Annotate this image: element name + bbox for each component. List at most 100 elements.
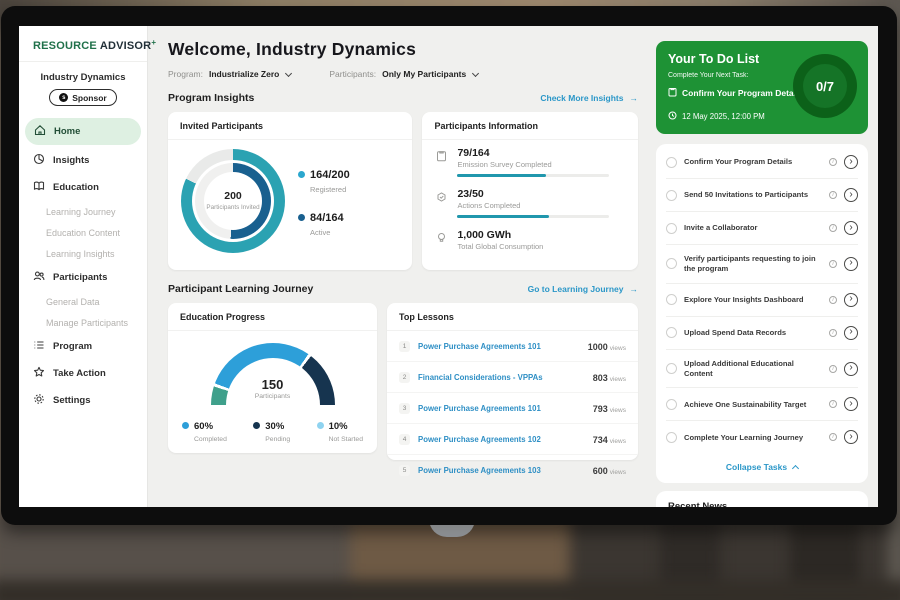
sponsor-badge: s Sponsor: [49, 89, 117, 106]
lesson-row: 4 Power Purchase Agreements 102 734 views: [387, 424, 638, 455]
info-icon[interactable]: i: [829, 433, 837, 442]
lesson-link[interactable]: Financial Considerations - VPPAs: [418, 372, 543, 382]
sidebar-item-participants[interactable]: Participants: [19, 264, 147, 291]
task-checkbox[interactable]: [666, 189, 677, 201]
legend-item-completed: 60% Completed: [182, 416, 227, 443]
info-icon[interactable]: i: [829, 364, 837, 373]
logo-plus: +: [151, 38, 157, 47]
take-action-icon: [33, 366, 45, 381]
task-row: Verify participants requesting to join t…: [666, 245, 858, 284]
sidebar-item-take-action[interactable]: Take Action: [19, 360, 147, 387]
task-chevron-button[interactable]: ›: [844, 361, 858, 376]
program-insights-title: Program Insights: [168, 92, 255, 104]
arrow-right-icon: →: [629, 284, 639, 294]
sidebar-item-insights[interactable]: Insights: [19, 147, 147, 174]
monitor-bezel: RESOURCE ADVISOR+ Industry Dynamics s Sp…: [1, 6, 897, 525]
sidebar-item-learning-journey[interactable]: Learning Journey: [46, 206, 116, 217]
sidebar-item-home[interactable]: Home: [25, 118, 141, 145]
education-progress-card: Education Progress 150 Participants 60% …: [168, 303, 377, 453]
info-icon[interactable]: i: [829, 158, 837, 166]
task-chevron-button[interactable]: ›: [844, 188, 858, 202]
sidebar-item-program[interactable]: Program: [19, 333, 147, 360]
task-chevron-button[interactable]: ›: [844, 430, 858, 445]
sidebar-item-label: Insights: [53, 155, 90, 166]
task-chevron-button[interactable]: ›: [844, 155, 858, 169]
lesson-link[interactable]: Power Purchase Agreements 102: [418, 434, 541, 444]
participants-filter-label: Participants:: [329, 69, 377, 79]
info-icon[interactable]: i: [829, 328, 837, 337]
progress-bar: [457, 174, 610, 177]
task-chevron-button[interactable]: ›: [844, 221, 858, 235]
lesson-rank: 1: [399, 340, 410, 352]
todo-next-task: Confirm Your Program Details: [682, 88, 804, 98]
recent-news-card: Recent News: [656, 491, 868, 507]
lesson-link[interactable]: Power Purchase Agreements 103: [418, 465, 541, 475]
info-icon[interactable]: i: [829, 191, 837, 199]
legend-item-registered: 164/200 Registered: [298, 165, 350, 194]
resource-advisor-logo: RESOURCE ADVISOR+: [19, 26, 156, 62]
sidebar-item-general-data[interactable]: General Data: [46, 296, 100, 307]
task-row: Complete Your Learning Journey i ›: [666, 421, 858, 453]
sidebar-item-education[interactable]: Education: [19, 174, 147, 201]
go-to-learning-journey-link[interactable]: Go to Learning Journey →: [527, 284, 639, 294]
lesson-row: 2 Financial Considerations - VPPAs 803 vi…: [387, 362, 638, 393]
participants-information-card: Participants Information 79/164 Emission…: [422, 112, 638, 270]
sidebar-item-manage-participants[interactable]: Manage Participants: [46, 317, 129, 328]
invited-participants-donut-chart: 200 Participants Invited: [181, 149, 285, 253]
legend-dot: [253, 422, 261, 429]
lesson-rank: 3: [399, 402, 410, 414]
task-row: Invite a Collaborator i ›: [666, 212, 858, 245]
task-chevron-button[interactable]: ›: [844, 292, 858, 307]
legend-dot: [298, 171, 305, 178]
check-more-insights-link[interactable]: Check More Insights →: [540, 93, 638, 103]
clipboard-icon: [668, 84, 677, 102]
task-chevron-button[interactable]: ›: [844, 325, 858, 340]
sidebar: RESOURCE ADVISOR+ Industry Dynamics s Sp…: [19, 26, 156, 507]
progress-bar: [457, 215, 610, 218]
task-checkbox[interactable]: [666, 327, 677, 339]
legend-item-active: 84/164 Active: [298, 208, 350, 237]
sponsor-icon: s: [59, 93, 69, 102]
task-row: Explore Your Insights Dashboard i ›: [666, 284, 858, 317]
sidebar-item-label: Education: [53, 182, 99, 193]
donut-center-label: Participants Invited: [206, 203, 260, 211]
arrow-right-icon: →: [629, 93, 639, 103]
info-icon[interactable]: i: [829, 224, 837, 232]
info-icon[interactable]: i: [829, 295, 837, 304]
top-lessons-card-title: Top Lessons: [387, 303, 638, 331]
lesson-row: 1 Power Purchase Agreements 101 1000 view…: [387, 331, 638, 362]
task-checkbox[interactable]: [666, 294, 677, 306]
logo-secondary: ADVISOR: [99, 40, 152, 52]
todo-subtitle: Complete Your Next Task:: [668, 72, 749, 79]
task-checkbox[interactable]: [666, 431, 677, 443]
insights-icon: [33, 153, 45, 168]
collapse-tasks-link[interactable]: Collapse Tasks: [666, 453, 858, 481]
task-row: Upload Spend Data Records i ›: [666, 317, 858, 350]
participants-filter-value: Only My Participants: [382, 69, 467, 79]
participants-filter[interactable]: Participants: Only My Participants: [329, 69, 480, 79]
metric-emission-survey: 79/164 Emission Survey Completed: [422, 140, 638, 181]
program-filter[interactable]: Program: Industrialize Zero: [168, 69, 293, 79]
metric-total-consumption: 1,000 GWh Total Global Consumption: [422, 222, 638, 255]
legend-item-pending: 30% Pending: [253, 416, 290, 443]
lesson-link[interactable]: Power Purchase Agreements 101: [418, 341, 541, 351]
lesson-link[interactable]: Power Purchase Agreements 101: [418, 403, 541, 413]
task-checkbox[interactable]: [666, 398, 677, 410]
todo-panel: Your To Do List Complete Your Next Task:…: [648, 26, 878, 507]
lesson-rank: 5: [399, 464, 410, 476]
info-icon[interactable]: i: [829, 259, 837, 268]
main-content: Welcome, Industry Dynamics Program: Indu…: [148, 26, 648, 507]
info-icon[interactable]: i: [829, 400, 837, 409]
task-checkbox[interactable]: [666, 258, 677, 270]
task-checkbox[interactable]: [666, 222, 677, 234]
legend-dot: [298, 214, 305, 221]
sidebar-item-settings[interactable]: Settings: [19, 387, 147, 414]
task-checkbox[interactable]: [666, 363, 677, 375]
sidebar-item-learning-insights[interactable]: Learning Insights: [46, 248, 115, 259]
task-chevron-button[interactable]: ›: [844, 256, 858, 271]
dashboard-screen: RESOURCE ADVISOR+ Industry Dynamics s Sp…: [19, 26, 878, 507]
todo-header-card: Your To Do List Complete Your Next Task:…: [656, 41, 868, 134]
task-chevron-button[interactable]: ›: [844, 397, 858, 412]
sidebar-item-education-content[interactable]: Education Content: [46, 227, 121, 238]
task-checkbox[interactable]: [666, 156, 677, 168]
